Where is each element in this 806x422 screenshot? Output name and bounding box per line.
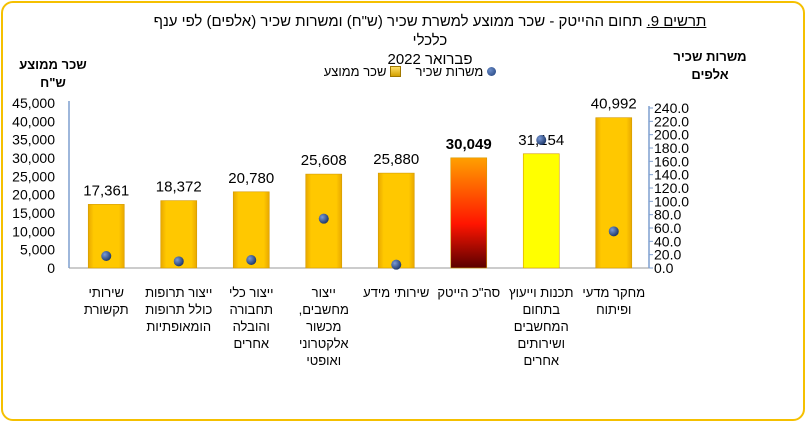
right-tick-label: 180.0: [654, 140, 689, 156]
category-label: מחקר מדעי ופיתוח: [578, 284, 650, 318]
category-label: תכנות וייעוץ בתחום המחשבים ושירותים אחרים: [505, 284, 577, 369]
bar-data-label: 20,780: [228, 170, 274, 187]
title-date: פברואר 2022: [387, 51, 473, 68]
category-label-line: אחרים: [523, 353, 560, 368]
category-label-line: ייצור כלי: [228, 285, 274, 300]
jobs-point: [246, 255, 257, 265]
legend-jobs-label: משרות שכיר: [415, 64, 484, 79]
category-label-line: ייצור: [311, 285, 336, 300]
bar: [595, 117, 633, 269]
title-text: תחום ההייטק - שכר ממוצע למשרת שכיר (ש"ח)…: [153, 13, 647, 49]
legend-wage-label: שכר ממוצע: [323, 64, 387, 79]
category-label: ייצור כלי תחבורה והובלה אחרים: [215, 284, 287, 352]
category-label: שירותי תקשורת: [70, 284, 142, 318]
right-tick-label: 80.0: [654, 207, 681, 223]
left-tick-label: 45,000: [12, 95, 55, 111]
category-label: ייצור תרופות כולל תרופות הומאופתיות: [143, 284, 215, 335]
left-tick-label: 40,000: [12, 113, 55, 129]
category-label-line: מחשבים,: [298, 302, 349, 317]
dot-icon: [487, 67, 497, 76]
right-axis-title-line1: משרות שכיר: [673, 49, 747, 64]
right-tick-label: 0.0: [654, 260, 674, 276]
category-label-line: הומאופתיות: [146, 319, 212, 334]
left-tick-label: 20,000: [12, 187, 55, 203]
left-tick-label: 10,000: [12, 223, 55, 239]
bar: [450, 157, 488, 269]
bar-data-label: 30,049: [446, 136, 492, 153]
legend-jobs: משרות שכיר: [415, 64, 497, 79]
right-tick-label: 100.0: [654, 193, 689, 209]
category-label-line: סה"כ הייטק: [437, 285, 501, 300]
right-axis-title-line2: אלפים: [691, 67, 729, 82]
left-tick-label: 30,000: [12, 150, 55, 166]
right-tick-label: 20.0: [654, 247, 681, 263]
right-axis-title: משרות שכיר אלפים: [655, 48, 765, 84]
bar-data-label: 17,361: [83, 182, 129, 199]
category-label-line: כולל תרופות: [145, 302, 213, 317]
left-tick-label: 25,000: [12, 168, 55, 184]
right-tick-label: 120.0: [654, 180, 689, 196]
right-tick-label: 220.0: [654, 113, 689, 129]
left-tick-label: 0: [47, 260, 55, 276]
category-label-line: תכנות וייעוץ: [509, 285, 574, 300]
category-label: סה"כ הייטק: [433, 284, 505, 301]
category-label-line: בתחום: [522, 302, 560, 317]
legend-wage: שכר ממוצע: [324, 64, 402, 79]
category-label-line: ופיתוח: [596, 302, 632, 317]
jobs-point: [318, 213, 329, 224]
category-label-line: מחקר מדעי: [582, 285, 646, 300]
right-tick-label: 140.0: [654, 167, 689, 183]
bar: [522, 153, 560, 269]
category-label: שירותי מידע: [360, 284, 432, 301]
category-label: ייצור מחשבים, מכשור אלקטרוני ואופטי: [288, 284, 360, 369]
jobs-point: [101, 251, 112, 261]
chart-title: תרשים 9. תחום ההייטק - שכר ממוצע למשרת ש…: [150, 12, 710, 69]
right-tick-label: 200.0: [654, 127, 689, 143]
bar-swatch-icon: [390, 66, 402, 77]
category-label-line: שירותי מידע: [363, 285, 430, 300]
bar-data-label: 18,372: [156, 179, 202, 196]
left-axis-title-line1: שכר ממוצע: [19, 57, 87, 72]
left-tick-label: 15,000: [12, 205, 55, 221]
jobs-point: [536, 135, 547, 145]
category-label-line: תקשורת: [83, 302, 129, 317]
category-label-line: המחשבים: [513, 319, 569, 334]
right-tick-label: 160.0: [654, 153, 689, 169]
category-label-line: ושירותים: [517, 336, 565, 351]
jobs-point: [391, 259, 402, 270]
category-label-line: ואופטי: [306, 353, 342, 368]
jobs-point: [173, 256, 184, 267]
left-axis-title-line2: ש"ח: [40, 75, 66, 90]
category-label-line: אחרים: [233, 336, 270, 351]
category-label-line: תחבורה: [229, 302, 274, 317]
left-axis-title: שכר ממוצע ש"ח: [8, 56, 98, 92]
right-tick-label: 60.0: [654, 220, 681, 236]
left-tick-label: 35,000: [12, 132, 55, 148]
bar: [377, 172, 415, 269]
category-label-line: מכשור: [306, 319, 342, 334]
jobs-point: [608, 226, 619, 237]
category-label-line: והובלה: [232, 319, 270, 334]
category-label-line: ייצור תרופות: [145, 285, 213, 300]
title-prefix: תרשים 9.: [646, 13, 707, 30]
legend: משרות שכיר שכר ממוצע: [300, 64, 520, 79]
bar-data-label: 40,992: [591, 96, 637, 113]
category-label-line: אלקטרוני: [298, 336, 349, 351]
right-tick-label: 240.0: [654, 100, 689, 116]
category-label-line: שירותי: [88, 285, 125, 300]
bar-data-label: 25,880: [373, 151, 419, 168]
right-tick-label: 40.0: [654, 233, 681, 249]
left-tick-label: 5,000: [20, 242, 55, 258]
bar-data-label: 25,608: [301, 152, 347, 169]
